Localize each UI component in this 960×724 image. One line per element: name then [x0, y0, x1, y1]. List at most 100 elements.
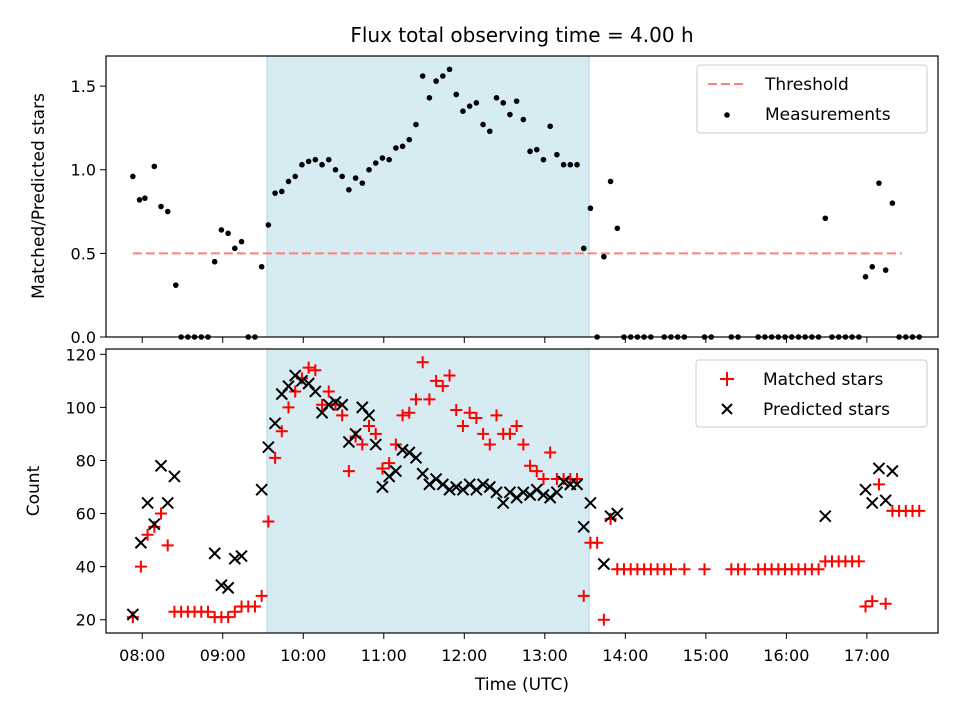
measurement-point — [601, 253, 607, 260]
x-tick-label: 15:00 — [683, 646, 729, 665]
legend-measurements-swatch — [724, 112, 730, 118]
matched-star-point — [463, 406, 476, 419]
matched-star-point — [222, 611, 235, 624]
bottom-y-tick-label: 40 — [76, 558, 96, 577]
measurement-point — [339, 173, 345, 180]
matched-star-point — [866, 595, 879, 608]
measurement-point — [587, 205, 594, 212]
measurement-point — [325, 156, 332, 163]
measurement-point — [440, 73, 446, 79]
predicted-star-point — [557, 475, 570, 488]
matched-star-point — [812, 563, 825, 576]
predicted-star-point — [577, 520, 590, 534]
measurement-point — [554, 151, 560, 158]
bottom-y-tick-label: 100 — [65, 398, 96, 417]
matched-star-point — [134, 560, 147, 573]
matched-star-point — [872, 478, 885, 491]
matched-star-point — [322, 385, 335, 398]
predicted-star-point — [517, 486, 530, 499]
matched-star-point — [282, 401, 295, 414]
measurement-point — [265, 222, 272, 228]
measurement-point — [225, 230, 231, 237]
predicted-star-point — [329, 395, 342, 409]
predicted-star-point — [584, 496, 597, 510]
predicted-star-point — [443, 483, 456, 496]
bottom-y-tick-label: 80 — [76, 451, 96, 470]
legend-matched-swatch — [720, 372, 734, 386]
matched-star-point — [544, 446, 557, 459]
measurement-point — [533, 146, 540, 153]
measurement-point — [332, 166, 339, 173]
matched-star-point — [363, 419, 376, 432]
matched-star-point — [852, 555, 865, 568]
measurement-point — [172, 282, 179, 288]
matched-star-point — [248, 600, 261, 613]
matched-star-point — [275, 425, 288, 438]
measurement-point — [406, 136, 413, 143]
measurement-point — [433, 78, 439, 84]
matched-star-point — [383, 457, 396, 470]
top-y-tick-label: 1.0 — [71, 161, 96, 180]
measurement-point — [413, 121, 419, 128]
predicted-star-point — [322, 398, 335, 411]
measurement-point — [352, 175, 359, 181]
measurement-point — [232, 245, 238, 252]
measurement-point — [580, 245, 587, 252]
measurement-point — [507, 111, 513, 118]
measurement-point — [453, 91, 460, 98]
predicted-star-point — [416, 467, 429, 480]
predicted-star-point — [349, 427, 362, 441]
predicted-star-point — [309, 385, 322, 398]
matched-star-point — [309, 364, 322, 377]
predicted-star-point — [879, 494, 892, 507]
legend-threshold-label: Threshold — [764, 75, 849, 95]
predicted-star-point — [228, 552, 242, 565]
measurement-point — [426, 95, 433, 101]
bottom-legend-box — [695, 359, 928, 428]
matched-star-point — [342, 465, 355, 478]
x-tick-label: 11:00 — [361, 646, 407, 665]
legend-predicted-swatch — [721, 403, 733, 415]
measurement-point — [218, 227, 225, 233]
matched-star-point — [269, 451, 282, 464]
predicted-star-point — [570, 478, 584, 491]
matched-star-point — [537, 473, 550, 486]
predicted-star-point — [262, 440, 275, 454]
top-highlight-span — [266, 55, 590, 338]
matched-star-point — [450, 404, 463, 417]
measurement-point — [258, 263, 265, 270]
predicted-star-point — [235, 549, 248, 563]
measurement-point — [869, 263, 876, 270]
measurement-point — [876, 180, 882, 186]
matched-star-point — [289, 385, 302, 398]
predicted-star-point — [450, 480, 463, 494]
predicted-star-point — [161, 496, 174, 510]
predicted-star-point — [268, 417, 282, 430]
measurement-point — [889, 200, 896, 206]
predicted-star-point — [859, 483, 872, 496]
predicted-star-point — [376, 480, 389, 494]
measurement-point — [466, 103, 473, 109]
measurement-point — [278, 188, 285, 195]
matched-star-point — [262, 515, 275, 528]
measurement-point — [372, 160, 379, 166]
bottom-y-tick-label: 60 — [76, 505, 96, 524]
predicted-star-point — [409, 451, 423, 465]
matched-star-point — [524, 459, 537, 472]
predicted-star-point — [208, 547, 221, 560]
matched-star-point — [859, 600, 872, 613]
x-tick-label: 13:00 — [522, 646, 568, 665]
measurement-point — [272, 190, 278, 196]
predicted-star-point — [866, 496, 879, 510]
matched-star-point — [678, 563, 691, 576]
measurement-point — [567, 161, 574, 168]
x-tick-label: 16:00 — [763, 646, 809, 665]
chart-title: Flux total observing time = 4.00 h — [350, 23, 693, 47]
legend-matched-label: Matched stars — [763, 370, 883, 390]
predicted-star-point — [476, 478, 490, 491]
measurement-point — [822, 215, 829, 222]
predicted-star-point — [819, 510, 832, 523]
matched-star-point — [302, 361, 315, 374]
bottom-panel: 20 40 60 80 100 120 08:00 09:00 10:00 11:00 12:00… — [24, 345, 939, 695]
